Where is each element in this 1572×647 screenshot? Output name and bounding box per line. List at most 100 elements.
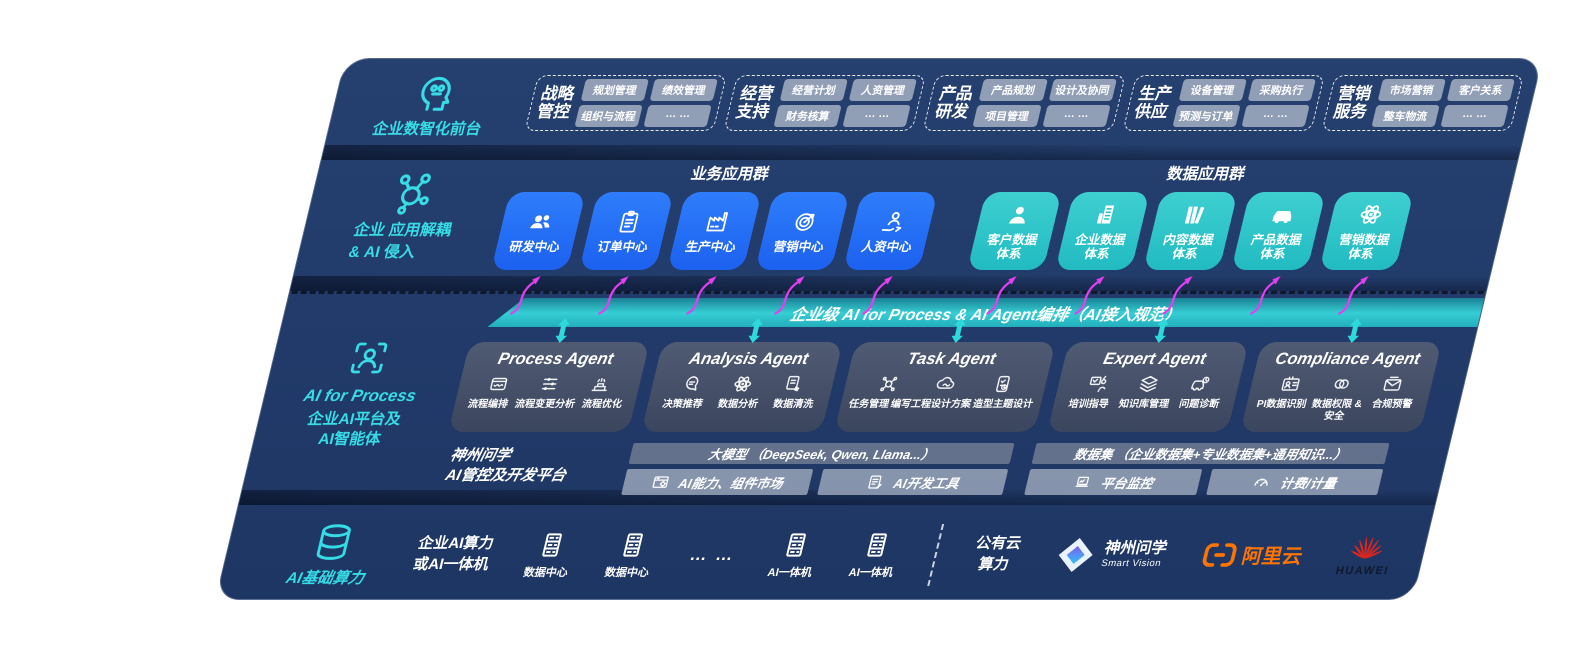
pill: 产品规划: [979, 79, 1048, 101]
molecule-icon: [383, 170, 440, 216]
ai-layer-band: 企业级 AI for Process & AI Agent编排（AI接入规范） …: [242, 291, 1486, 495]
appbox-content-data: 内容数据 体系: [1143, 192, 1238, 316]
aliyun-bracket-icon: [1202, 542, 1237, 567]
agent-title: Task Agent: [905, 350, 998, 368]
group-title: 营销 服务: [1331, 84, 1374, 121]
ai-layer-label-cn: 企业AI平台及 AI智能体: [305, 411, 403, 449]
building-icon: [1090, 201, 1123, 228]
stack-icon: [1135, 373, 1162, 395]
mail-alert-icon: [1379, 373, 1406, 395]
smartvision-title: 神州问学: [1103, 539, 1170, 557]
people-icon: [524, 208, 557, 235]
app-layer-side: 企业 应用解耦 & AI 侵入: [294, 162, 517, 276]
database-icon: [306, 521, 361, 565]
atom-icon: [1354, 201, 1387, 228]
data-group-title: 数据应用群: [1165, 166, 1247, 183]
huawei-title: HUAWEI: [1334, 565, 1391, 577]
pill: 整车物流: [1371, 105, 1440, 127]
datacenter-item: 数据中心: [603, 530, 659, 580]
group-strategy: 战略 管控 规划管理 绩效管理 组织与流程 … …: [524, 75, 728, 131]
agent-item-label: 流程变更分析: [513, 399, 577, 410]
agent-analysis: Analysis Agent 决策推荐 数据分析 数据清洗: [641, 318, 843, 432]
app-layer-band: 企业 应用解耦 & AI 侵入 业务应用群 研发中心 订单中心: [294, 160, 1518, 316]
group-product: 产品 研发 产品规划 设计及协同 项目管理 … …: [922, 75, 1126, 131]
appbox-marketing-data: 营销数据 体系: [1319, 192, 1414, 316]
magenta-flow-arrow-icon: [1250, 276, 1281, 316]
magenta-flow-arrow-icon: [986, 276, 1017, 316]
enterprise-compute-label: 企业AI算力 或AI一体机: [411, 535, 496, 573]
agent-compliance: Compliance Agent PI数据识别 数据权限 & 安全 合规预警: [1240, 318, 1442, 432]
dashed-vertical-divider: [926, 523, 944, 586]
front-office-label: 企业数智化前台: [370, 121, 484, 138]
billing-metering: 计费/计量: [1205, 469, 1384, 495]
appbox-marketing-center: 营销中心: [755, 192, 850, 316]
agent-title: Expert Agent: [1101, 350, 1208, 368]
public-cloud-label: 公有云 算力: [973, 535, 1024, 573]
agent-item-label: 培训指导: [1067, 399, 1110, 410]
magenta-flow-arrow-icon: [1074, 276, 1105, 316]
appbox-rd-center: 研发中心: [491, 192, 586, 316]
agent-title: Compliance Agent: [1273, 350, 1423, 368]
group-title: 生产 供应: [1132, 84, 1175, 121]
platform-label: 神州问学 AI管控及开发平台: [443, 447, 568, 484]
smartvision-diamond-icon: [1058, 537, 1093, 572]
appbox-label: 订单中心: [595, 239, 650, 254]
group-title: 战略 管控: [534, 84, 577, 121]
person-frame-icon: [343, 337, 395, 379]
agent-item-label: 流程优化: [580, 399, 624, 410]
server-icon: [859, 530, 896, 560]
allinone-item: AI一体机: [847, 530, 903, 580]
brain-chat-icon: [678, 373, 705, 395]
appbox-label: 内容数据 体系: [1161, 232, 1216, 261]
pill: 市场营销: [1377, 79, 1446, 101]
double-arrow-icon: [748, 318, 763, 343]
optimize-icon: [587, 373, 614, 395]
data-app-group: 数据应用群 客户数据 体系 企业数据 体系 内容数据 体系: [966, 162, 1425, 316]
ai-layer-side: AI for Process 企业AI平台及 AI智能体: [272, 337, 449, 450]
appbox-customer-data: 客户数据 体系: [967, 192, 1062, 316]
agents-row: Process Agent 流程编排 流程变更分析 流程优化 Analysis …: [448, 318, 1442, 432]
smartvision-subtitle: Smart Vision: [1099, 558, 1163, 570]
appbox-label: 研发中心: [507, 239, 562, 254]
magenta-flow-arrow-icon: [1338, 276, 1369, 316]
appbox-hr-center: 人资中心: [843, 192, 938, 316]
model-bar: 大模型 （DeepSeek, Qwen, Llama...）: [628, 443, 1015, 464]
tool-label: 平台监控: [1098, 475, 1155, 491]
link-rings-icon: [1328, 373, 1355, 395]
platform-monitoring: 平台监控: [1024, 469, 1202, 495]
server-icon: [615, 530, 652, 560]
infra-band: AI基础算力 企业AI算力 或AI一体机 数据中心 数据中心 … … AI一体机…: [216, 505, 1435, 600]
double-arrow-icon: [1347, 318, 1362, 343]
agent-title: Analysis Agent: [687, 350, 811, 368]
double-arrow-icon: [555, 318, 570, 343]
magenta-flow-arrow-icon: [598, 276, 629, 316]
gauge-icon: [1250, 473, 1274, 492]
appbox-label: 企业数据 体系: [1073, 232, 1128, 261]
infra-item-label: AI一体机: [766, 566, 814, 579]
pill: 经营计划: [779, 79, 849, 101]
agent-item-label: 数据分析: [716, 399, 760, 410]
appbox-label: 人资中心: [859, 239, 914, 254]
pill: 项目管理: [972, 105, 1042, 127]
person-chart-icon: [876, 208, 909, 235]
group-operation: 经营 支持 经营计划 人资管理 财务核算 … …: [723, 75, 927, 131]
magenta-flow-arrow-icon: [1162, 276, 1193, 316]
magenta-flow-arrow-icon: [686, 276, 717, 316]
agent-item-label: 合规预警: [1370, 399, 1414, 410]
agent-item-label: 问题诊断: [1177, 399, 1221, 410]
magenta-flow-arrow-icon: [510, 276, 541, 316]
agent-item-label: 知识库管理: [1117, 399, 1171, 410]
model-column: 大模型 （DeepSeek, Qwen, Llama...） AI能力、组件市场…: [621, 443, 1015, 495]
double-arrow-icon: [951, 318, 966, 343]
pill: … …: [1440, 105, 1509, 127]
agent-item-label: 编写工程设计方案: [889, 399, 973, 410]
pill: 绩效管理: [649, 79, 719, 101]
pill: 客户关系: [1446, 79, 1515, 101]
server-icon: [534, 530, 571, 560]
infra-label: AI基础算力: [284, 570, 366, 587]
business-group-title: 业务应用群: [689, 166, 771, 183]
appbox-enterprise-data: 企业数据 体系: [1055, 192, 1150, 316]
infra-side: AI基础算力: [275, 521, 387, 588]
appbox-order-center: 订单中心: [579, 192, 674, 316]
